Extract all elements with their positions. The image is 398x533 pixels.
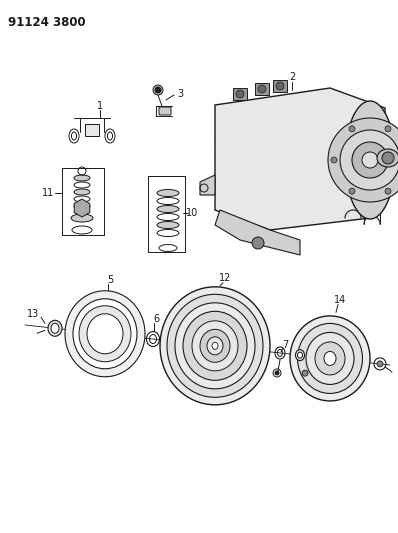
Ellipse shape	[79, 306, 131, 362]
Ellipse shape	[74, 203, 90, 209]
Ellipse shape	[207, 337, 223, 355]
Ellipse shape	[48, 320, 62, 336]
Circle shape	[258, 85, 266, 93]
Ellipse shape	[324, 351, 336, 366]
Ellipse shape	[377, 149, 398, 167]
Circle shape	[252, 237, 264, 249]
Ellipse shape	[175, 303, 255, 389]
Ellipse shape	[87, 314, 123, 354]
FancyBboxPatch shape	[255, 83, 269, 95]
Ellipse shape	[71, 214, 93, 222]
Ellipse shape	[183, 311, 247, 381]
Circle shape	[275, 371, 279, 375]
Text: 3: 3	[177, 89, 183, 99]
Ellipse shape	[160, 287, 270, 405]
Polygon shape	[215, 210, 300, 255]
Circle shape	[328, 118, 398, 202]
Circle shape	[349, 188, 355, 194]
FancyBboxPatch shape	[85, 124, 99, 136]
Ellipse shape	[345, 101, 395, 219]
Text: 14: 14	[334, 295, 346, 305]
Text: 2: 2	[289, 72, 295, 82]
Ellipse shape	[157, 206, 179, 213]
Circle shape	[377, 361, 383, 367]
Ellipse shape	[157, 190, 179, 197]
Text: 91124 3800: 91124 3800	[8, 16, 86, 29]
Circle shape	[352, 142, 388, 178]
Text: 5: 5	[107, 275, 113, 285]
Circle shape	[302, 370, 308, 376]
Ellipse shape	[290, 316, 370, 401]
Ellipse shape	[297, 324, 363, 393]
Circle shape	[349, 126, 355, 132]
Ellipse shape	[200, 329, 230, 362]
Ellipse shape	[65, 291, 145, 377]
Text: 8: 8	[305, 346, 311, 356]
Circle shape	[340, 130, 398, 190]
Text: 11: 11	[42, 188, 54, 198]
Ellipse shape	[212, 342, 218, 349]
Text: 13: 13	[27, 309, 39, 319]
Circle shape	[236, 90, 244, 98]
Circle shape	[331, 157, 337, 163]
Ellipse shape	[51, 324, 59, 333]
Ellipse shape	[167, 294, 263, 397]
Ellipse shape	[295, 350, 304, 361]
Circle shape	[385, 188, 391, 194]
Ellipse shape	[192, 321, 238, 371]
FancyBboxPatch shape	[159, 107, 171, 115]
Polygon shape	[215, 88, 385, 230]
Text: 1: 1	[97, 101, 103, 111]
Text: 10: 10	[186, 208, 198, 218]
FancyBboxPatch shape	[273, 80, 287, 92]
Text: 6: 6	[153, 314, 159, 324]
Circle shape	[362, 152, 378, 168]
Text: 7: 7	[282, 340, 288, 350]
Circle shape	[153, 85, 163, 95]
Ellipse shape	[297, 352, 302, 358]
Ellipse shape	[74, 189, 90, 195]
Circle shape	[276, 82, 284, 90]
Circle shape	[385, 126, 391, 132]
Text: 4: 4	[364, 185, 370, 195]
Ellipse shape	[74, 175, 90, 181]
Ellipse shape	[73, 299, 137, 369]
Circle shape	[382, 152, 394, 164]
Ellipse shape	[315, 342, 345, 375]
Text: 12: 12	[219, 273, 231, 283]
Circle shape	[155, 87, 161, 93]
Polygon shape	[200, 175, 215, 195]
Ellipse shape	[157, 222, 179, 229]
Polygon shape	[74, 199, 90, 217]
FancyBboxPatch shape	[233, 88, 247, 100]
Ellipse shape	[306, 333, 354, 384]
